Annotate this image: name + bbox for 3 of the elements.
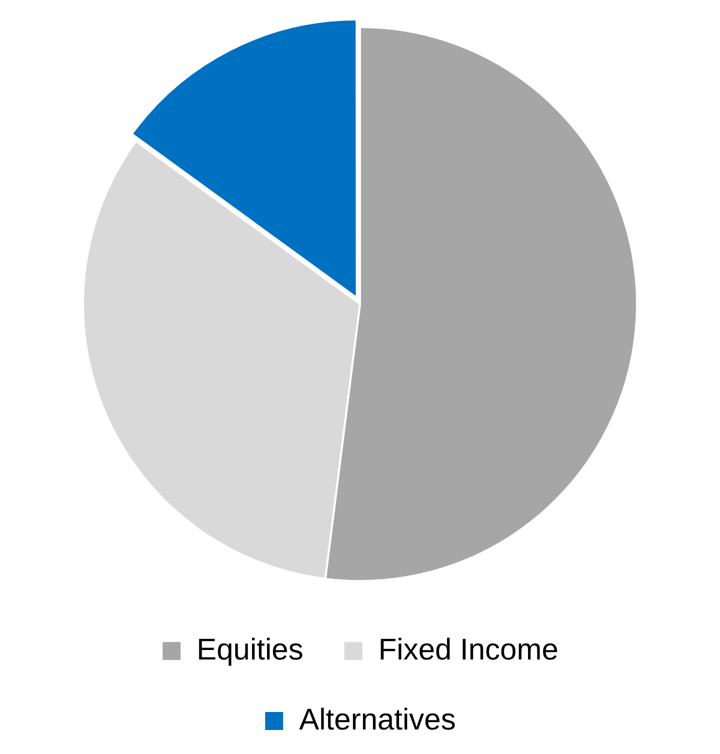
legend-label: Equities	[196, 633, 304, 666]
legend-label: Fixed Income	[378, 633, 558, 666]
legend-label: Alternatives	[299, 703, 456, 736]
